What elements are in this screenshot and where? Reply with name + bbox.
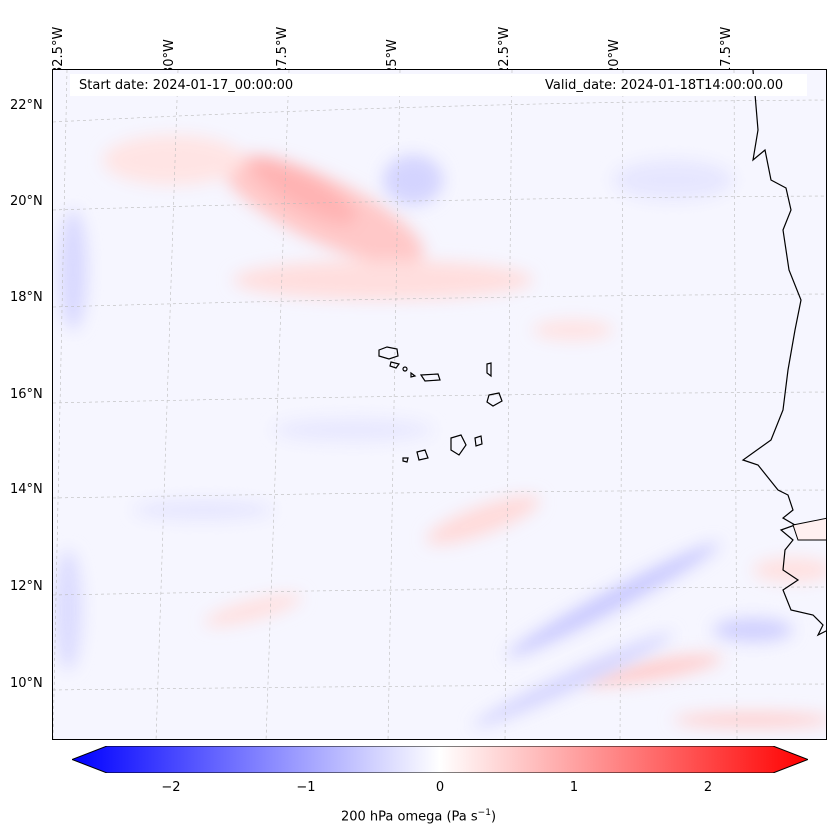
- coast-inlet: [792, 517, 826, 541]
- lat-label-14n: 14°N: [10, 482, 43, 497]
- colorbar-tick-neg1: −1: [296, 780, 316, 795]
- african-coastline: [741, 70, 826, 637]
- lat-label-12n: 12°N: [10, 579, 43, 594]
- valid-date-label: Valid_date: 2024-01-18T14:00:00.00: [545, 78, 784, 93]
- lon-label-32-5w: 32.5°W: [51, 26, 66, 75]
- positive-omega-region: [103, 135, 826, 728]
- lon-label-22-5w: 22.5°W: [497, 26, 512, 75]
- omega-field: [53, 70, 826, 739]
- omega-map: [52, 69, 827, 740]
- colorbar: [72, 746, 808, 773]
- graticule: [53, 70, 826, 739]
- cape-verde-islands: [378, 346, 503, 463]
- start-date-label: Start date: 2024-01-17_00:00:00: [79, 78, 294, 93]
- lat-label-10n: 10°N: [10, 676, 43, 691]
- lat-label-16n: 16°N: [10, 387, 43, 402]
- colorbar-tick-2: 2: [703, 780, 713, 795]
- colorbar-tick-neg2: −2: [161, 780, 181, 795]
- negative-omega-region: [54, 155, 793, 728]
- colorbar-title: 200 hPa omega (Pa s−1): [340, 808, 497, 825]
- lat-label-18n: 18°N: [10, 290, 43, 305]
- lat-label-20n: 20°N: [10, 194, 43, 209]
- colorbar-tick-1: 1: [569, 780, 579, 795]
- lon-label-27-5w: 27.5°W: [275, 26, 290, 75]
- header-band: [70, 74, 807, 96]
- colorbar-tick-0: 0: [435, 780, 445, 795]
- lon-label-17-5w: 17.5°W: [719, 26, 734, 75]
- lat-label-22n: 22°N: [10, 98, 43, 113]
